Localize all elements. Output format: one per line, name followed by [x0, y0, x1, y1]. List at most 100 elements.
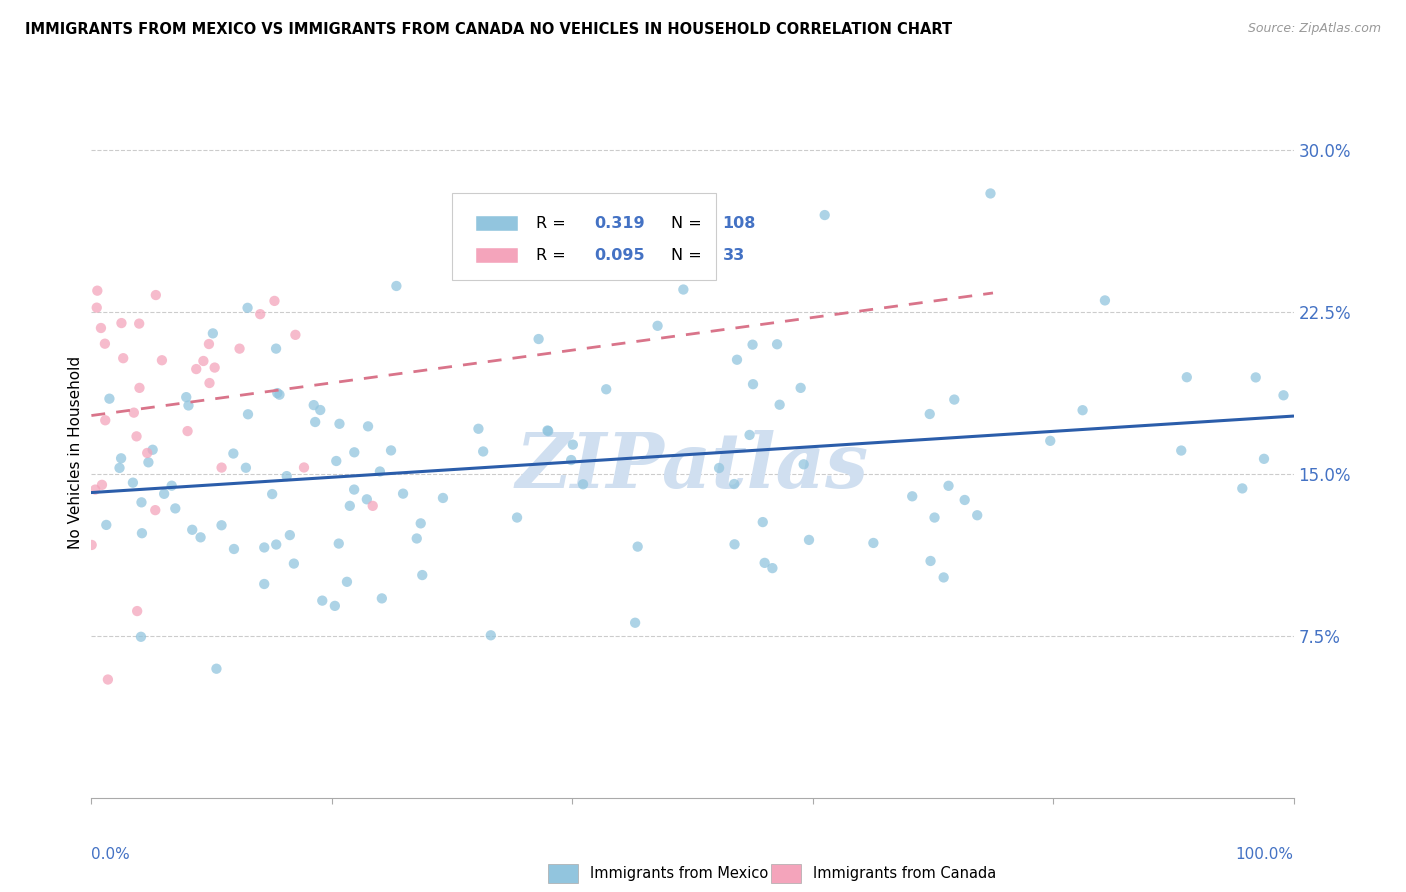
Point: [235, 460, 257, 475]
Point: [264, 537, 287, 551]
Point: [150, 353, 173, 368]
Point: [174, 390, 197, 404]
Point: [263, 293, 285, 308]
Point: [165, 501, 187, 516]
Point: [738, 428, 761, 442]
Text: IMMIGRANTS FROM MEXICO VS IMMIGRANTS FROM CANADA NO VEHICLES IN HOUSEHOLD CORREL: IMMIGRANTS FROM MEXICO VS IMMIGRANTS FRO…: [25, 22, 952, 37]
Point: [131, 526, 153, 541]
Point: [253, 541, 276, 555]
Bar: [548, 864, 578, 883]
Point: [236, 407, 259, 421]
Point: [122, 475, 145, 490]
Point: [339, 499, 361, 513]
Point: [211, 518, 233, 533]
Point: [328, 417, 350, 431]
Point: [938, 479, 960, 493]
Point: [278, 528, 301, 542]
Point: [1272, 388, 1295, 402]
Point: [186, 362, 208, 376]
Point: [336, 574, 359, 589]
Point: [90, 321, 112, 335]
Point: [536, 424, 558, 438]
Text: N =: N =: [671, 216, 707, 231]
Point: [108, 461, 131, 475]
Point: [356, 492, 378, 507]
Point: [979, 186, 1001, 201]
Point: [814, 208, 837, 222]
Point: [901, 489, 924, 503]
Text: 0.319: 0.319: [593, 216, 644, 231]
Point: [328, 536, 350, 550]
Point: [725, 352, 748, 367]
Point: [204, 360, 226, 375]
Point: [672, 283, 695, 297]
Point: [131, 495, 153, 509]
Point: [198, 376, 221, 390]
Point: [284, 327, 307, 342]
Point: [1071, 403, 1094, 417]
Bar: [477, 248, 519, 263]
Point: [253, 577, 276, 591]
Point: [211, 460, 233, 475]
Point: [94, 413, 117, 427]
Point: [920, 554, 942, 568]
Point: [1039, 434, 1062, 448]
Point: [266, 386, 288, 401]
Text: ZIPatlas: ZIPatlas: [516, 430, 869, 503]
Point: [1170, 443, 1192, 458]
Text: 33: 33: [723, 248, 745, 263]
Point: [537, 424, 560, 438]
Point: [84, 483, 107, 497]
Point: [1244, 370, 1267, 384]
Point: [292, 460, 315, 475]
Point: [477, 260, 499, 274]
Point: [527, 332, 550, 346]
Point: [309, 403, 332, 417]
Point: [142, 442, 165, 457]
Point: [1253, 451, 1275, 466]
Point: [127, 604, 149, 618]
Point: [380, 443, 402, 458]
Point: [385, 279, 408, 293]
Point: [86, 301, 108, 315]
Point: [160, 479, 183, 493]
Point: [752, 515, 775, 529]
Point: [110, 451, 132, 466]
Point: [953, 493, 976, 508]
Point: [707, 461, 730, 475]
Point: [262, 487, 284, 501]
Point: [432, 491, 454, 505]
Point: [943, 392, 966, 407]
Point: [176, 424, 198, 438]
Point: [769, 398, 792, 412]
Point: [627, 540, 650, 554]
FancyBboxPatch shape: [451, 194, 717, 280]
Point: [323, 599, 346, 613]
Point: [201, 326, 224, 341]
Bar: [477, 216, 519, 231]
Point: [560, 453, 582, 467]
Point: [205, 662, 228, 676]
Point: [91, 478, 114, 492]
Point: [96, 517, 118, 532]
Point: [343, 445, 366, 459]
Point: [595, 382, 617, 396]
Point: [1094, 293, 1116, 308]
Point: [918, 407, 941, 421]
Text: 108: 108: [723, 216, 756, 231]
Point: [368, 465, 391, 479]
Point: [128, 317, 150, 331]
Point: [122, 406, 145, 420]
Point: [409, 516, 432, 531]
Point: [932, 570, 955, 584]
Text: 100.0%: 100.0%: [1236, 847, 1294, 862]
Text: Immigrants from Canada: Immigrants from Canada: [813, 866, 995, 881]
Point: [467, 422, 489, 436]
Point: [283, 557, 305, 571]
Point: [136, 446, 159, 460]
Point: [561, 437, 583, 451]
Point: [405, 532, 427, 546]
Point: [793, 458, 815, 472]
Text: 0.095: 0.095: [593, 248, 644, 263]
Point: [228, 342, 250, 356]
